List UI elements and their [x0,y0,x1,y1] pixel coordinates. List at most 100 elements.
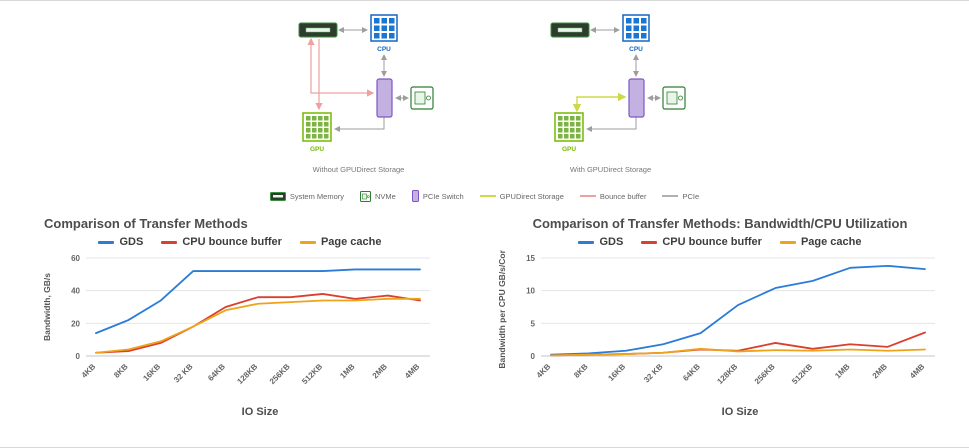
diagram-with-gds: CPU GPU [511,9,711,174]
gpu-label: GPU [561,146,575,153]
cpu-label: CPU [629,46,643,53]
svg-text:256KB: 256KB [753,362,777,386]
svg-text:4MB: 4MB [908,362,926,380]
svg-text:32 KB: 32 KB [642,362,665,385]
legend-label: Bounce buffer [599,191,647,201]
svg-text:2MB: 2MB [871,362,889,380]
svg-text:Bandwidth, GB/s: Bandwidth, GB/s [42,273,52,341]
svg-text:4KB: 4KB [535,362,553,380]
legend-item-pcie-switch: PCIe Switch [411,190,464,202]
gpudirect-storage-path [572,92,626,113]
gpu-icon: GPU [301,112,332,153]
legend-label: System Memory [289,191,344,201]
chart-title: Comparison of Transfer Methods [44,216,248,231]
legend-label: CPU bounce buffer [182,236,282,248]
cpu-bounce-buffer-swatch [161,240,178,244]
legend-label: NVMe [375,191,396,201]
chart-legend: GDS CPU bounce buffer Page cache [40,236,440,248]
legend-label: GDS [599,236,624,248]
svg-text:10: 10 [526,287,535,296]
legend-item-page-cache: Page cache [299,236,382,248]
legend-item-cpu-bounce-buffer: CPU bounce buffer [641,236,762,248]
x-axis-label: IO Size [721,406,759,418]
legend-label: GDS [119,236,144,248]
legend-item-gds: GDS [98,236,143,248]
svg-text:128KB: 128KB [715,362,739,386]
legend-label: GPUDirect Storage [499,191,564,201]
svg-text:40: 40 [71,287,80,296]
page-cache-swatch [779,240,796,244]
diagram-without-gds-svg: CPU GPU [298,14,434,153]
svg-text:64KB: 64KB [681,362,702,383]
legend-label: Page cache [320,236,382,248]
chart-transfer-methods: Comparison of Transfer Methods GDS CPU b… [40,216,440,418]
gds-swatch [98,240,115,244]
nvme-icon [409,86,434,110]
legend-item-gds: GDS [578,236,623,248]
bandwidth-per-cpu-line-plot: 0 5 10 15 4KB 8KB 16KB 32 KB 64KB 128KB 256KB 512KB… [497,245,935,386]
pcie-switch-icon [627,78,645,118]
nvme-icon [360,190,371,202]
svg-text:60: 60 [71,254,80,263]
system-memory-icon [269,191,286,201]
cpu-bounce-buffer-swatch [641,240,658,244]
pcie-arrow-switch-gpu [333,117,384,132]
legend-label: Page cache [800,236,862,248]
svg-text:8KB: 8KB [112,362,130,380]
legend-label: PCIe [682,191,700,201]
charts-row: Comparison of Transfer Methods GDS CPU b… [0,216,969,418]
legend-item-cpu-bounce-buffer: CPU bounce buffer [161,236,282,248]
gpudirect-line-swatch [479,195,496,197]
diagram-without-gds: CPU GPU [259,9,459,174]
diagram-caption-with: With GPUDirect Storage [569,165,652,174]
x-axis-label: IO Size [241,406,279,418]
diagram-caption-without: Without GPUDirect Storage [312,165,405,174]
legend-item-bounce-buffer: Bounce buffer [579,191,647,201]
chart-title: Comparison of Transfer Methods: Bandwidt… [532,216,908,231]
svg-text:2MB: 2MB [371,362,389,380]
legend-item-gpudirect: GPUDirect Storage [479,191,564,201]
legend-label: PCIe Switch [422,191,464,201]
svg-text:32 KB: 32 KB [172,362,195,385]
diagram-legend: System Memory NVMe PCIe Switch GPUDirect… [0,190,969,202]
legend-item-nvme: NVMe [360,190,396,202]
svg-text:256KB: 256KB [268,362,292,386]
cpu-icon: CPU [621,14,650,53]
svg-text:1MB: 1MB [833,362,851,380]
gpu-label: GPU [309,146,323,153]
pcie-line-swatch [662,195,679,197]
bounce-buffer-line-swatch [579,195,596,197]
legend-item-pcie: PCIe [662,192,699,201]
svg-text:15: 15 [526,254,535,263]
pcie-switch-icon [375,78,393,118]
svg-text:16KB: 16KB [606,362,627,383]
diagram-with-gds-svg: CPU GPU [550,14,686,153]
svg-text:128KB: 128KB [235,362,259,386]
svg-text:Bandwidth per CPU GB/s/Core: Bandwidth per CPU GB/s/Core [497,250,507,369]
svg-text:5: 5 [531,319,536,328]
gds-swatch [578,240,595,244]
chart-legend: GDS CPU bounce buffer Page cache [495,236,945,248]
legend-label: CPU bounce buffer [662,236,762,248]
svg-text:512KB: 512KB [790,362,814,386]
diagrams-row: CPU GPU [0,1,969,174]
page-cache-swatch [299,240,316,244]
nvme-icon [661,86,686,110]
svg-text:64KB: 64KB [206,362,227,383]
svg-text:0: 0 [531,352,536,361]
chart-bandwidth-cpu-utilization: Comparison of Transfer Methods: Bandwidt… [495,216,945,418]
legend-item-page-cache: Page cache [779,236,862,248]
legend-item-system-memory: System Memory [269,191,344,201]
cpu-icon: CPU [369,14,398,53]
svg-text:4MB: 4MB [403,362,421,380]
bandwidth-line-plot: 0 20 40 60 4KB 8KB 16KB 32 KB 64KB 128KB 256KB 512K… [42,254,430,386]
cpu-label: CPU [377,46,391,53]
svg-text:4KB: 4KB [80,362,98,380]
svg-text:1MB: 1MB [338,362,356,380]
svg-text:8KB: 8KB [572,362,590,380]
svg-text:0: 0 [76,352,81,361]
svg-text:20: 20 [71,319,80,328]
svg-text:16KB: 16KB [141,362,162,383]
bounce-buffer-path [306,37,374,97]
